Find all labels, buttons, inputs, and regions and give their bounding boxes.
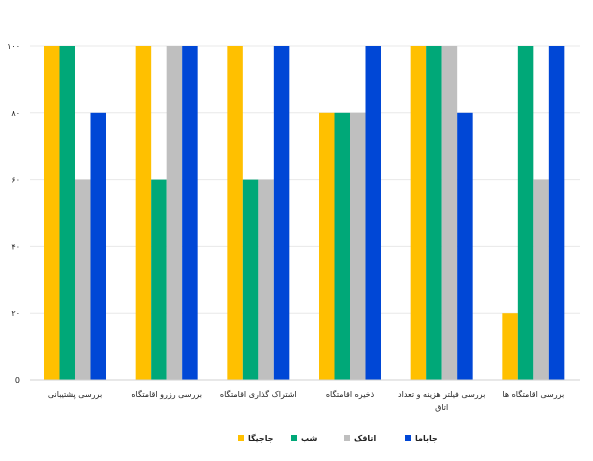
bar-2-3 bbox=[242, 179, 259, 380]
legend-swatch bbox=[238, 435, 244, 441]
legend-label: اتاقک bbox=[354, 434, 376, 443]
y-tick-label: ۲۰ bbox=[11, 309, 20, 318]
legend-label: جاجیگا bbox=[248, 433, 274, 443]
bar-1-4 bbox=[319, 112, 335, 381]
bar-2-5 bbox=[426, 46, 442, 380]
bar-1-6 bbox=[502, 313, 518, 380]
y-tick-label: ۴۰ bbox=[11, 242, 20, 251]
legend-label: شب bbox=[301, 434, 317, 443]
bar-3-4 bbox=[350, 112, 366, 381]
x-tick-label: ذخیره اقامتگاه bbox=[326, 389, 375, 399]
legend-label: جاباما bbox=[415, 434, 438, 443]
x-tick-label: اشتراک گذاری اقامتگاه bbox=[220, 389, 297, 399]
bar-3-6 bbox=[533, 179, 549, 380]
x-tick-label: بررسی رزرو اقامتگاه bbox=[131, 389, 202, 399]
y-tick-label: 0 bbox=[15, 376, 20, 385]
y-tick-label: ۱۰۰ bbox=[7, 42, 20, 51]
bar-1-3 bbox=[227, 46, 243, 380]
x-tick-label: بررسی فیلتر هزینه و تعداد bbox=[398, 390, 485, 399]
gridlines bbox=[30, 45, 580, 381]
bars bbox=[44, 46, 565, 381]
bar-1-5 bbox=[410, 46, 427, 380]
bar-3-1 bbox=[75, 179, 91, 380]
bar-4-1 bbox=[90, 112, 106, 381]
bar-1-2 bbox=[135, 46, 152, 380]
bar-3-2 bbox=[166, 46, 183, 380]
legend-swatch bbox=[405, 435, 411, 441]
bar-2-2 bbox=[151, 179, 167, 380]
x-axis: بررسی پشتیبانی بررسی رزرو اقامتگاه اشتراک … bbox=[30, 379, 580, 412]
bar-2-6 bbox=[517, 46, 534, 380]
x-tick-label: بررسی اقامتگاه ها bbox=[502, 389, 564, 399]
y-tick-label: ۶۰ bbox=[11, 176, 20, 185]
bar-4-2 bbox=[182, 46, 198, 380]
legend: جاجیگا شب اتاقک جاباما bbox=[238, 433, 438, 443]
bar-3-3 bbox=[258, 179, 274, 380]
bar-2-1 bbox=[59, 46, 75, 380]
y-tick-label: ۸۰ bbox=[11, 109, 20, 118]
bar-4-5 bbox=[457, 112, 473, 381]
legend-swatch bbox=[344, 435, 350, 441]
legend-swatch bbox=[291, 435, 297, 441]
bar-3-5 bbox=[441, 46, 458, 380]
bar-4-3 bbox=[273, 46, 290, 380]
y-axis: 0 ۲۰ ۴۰ ۶۰ ۸۰ ۱۰۰ bbox=[7, 42, 20, 385]
x-tick-label: اتاق bbox=[435, 403, 448, 412]
bar-1-1 bbox=[44, 46, 60, 380]
x-tick-label: بررسی پشتیبانی bbox=[48, 390, 102, 399]
bar-2-4 bbox=[334, 112, 350, 381]
bar-4-4 bbox=[365, 46, 381, 380]
bar-4-6 bbox=[548, 46, 565, 380]
